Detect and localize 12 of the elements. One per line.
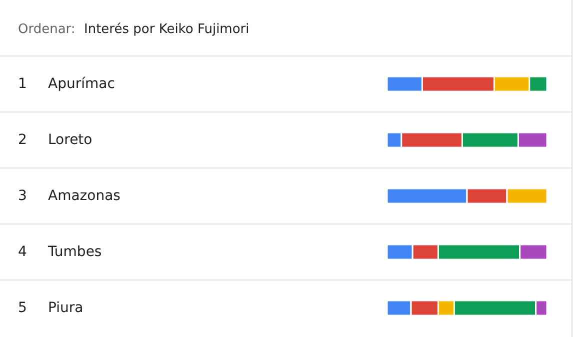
y-tick-label: Tumbes bbox=[47, 244, 102, 260]
text: 3 bbox=[18, 188, 27, 204]
text: 1 bbox=[18, 76, 27, 92]
text: Ordenar: bbox=[18, 22, 76, 37]
text: 5 bbox=[18, 300, 27, 316]
y-tick-label: Apurímac bbox=[48, 76, 115, 92]
y-tick-label: Amazonas bbox=[48, 188, 120, 204]
y-tick-label: Piura bbox=[48, 300, 84, 316]
text: 4 bbox=[18, 244, 27, 260]
text: 2 bbox=[18, 132, 27, 148]
y-tick-label: Loreto bbox=[48, 132, 92, 148]
text: Interés por Keiko Fujimori bbox=[84, 22, 250, 37]
